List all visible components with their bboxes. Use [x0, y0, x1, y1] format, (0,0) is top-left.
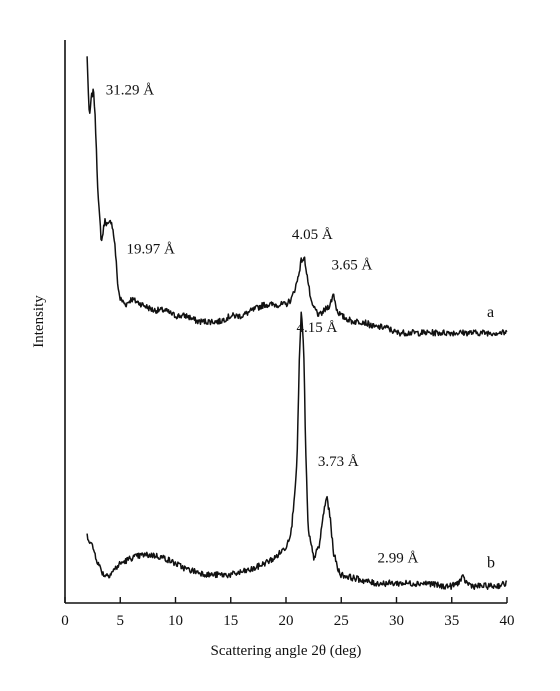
peak-label: 3.65 Å	[332, 257, 373, 273]
trace-b	[86, 311, 508, 590]
traces	[86, 56, 508, 590]
x-tick-label-40: 40	[500, 613, 515, 629]
peak-label: 4.05 Å	[292, 227, 333, 243]
peak-label: 3.73 Å	[318, 454, 359, 470]
x-tick-label-20: 20	[279, 613, 294, 629]
x-tick-label-10: 10	[168, 613, 183, 629]
y-axis-title: Intensity	[31, 295, 47, 348]
x-tick-label-35: 35	[444, 613, 459, 629]
x-tick-label-5: 5	[117, 613, 125, 629]
trace-a	[86, 56, 508, 337]
x-tick-label-0: 0	[61, 613, 69, 629]
peak-label: 19.97 Å	[127, 242, 176, 258]
peak-annotations: 31.29 Å 19.97 Å 4.05 Å 3.65 Å 4.15 Å 3.73 Å 2.…	[106, 83, 419, 567]
axes	[64, 40, 507, 604]
series-label-b: b	[487, 554, 495, 571]
peak-label: 31.29 Å	[106, 83, 155, 99]
x-tick-label-30: 30	[389, 613, 404, 629]
peak-label: 4.15 Å	[296, 320, 337, 336]
peak-label: 2.99 Å	[378, 550, 419, 566]
series-label-a: a	[487, 304, 494, 321]
x-tick-label-15: 15	[223, 613, 238, 629]
x-tick-label-25: 25	[334, 613, 349, 629]
x-axis-title: Scattering angle 2θ (deg)	[211, 643, 362, 659]
x-ticks: 0 5 10 15 20 25 30 35 40	[61, 597, 515, 629]
series-labels: ab	[487, 304, 495, 572]
